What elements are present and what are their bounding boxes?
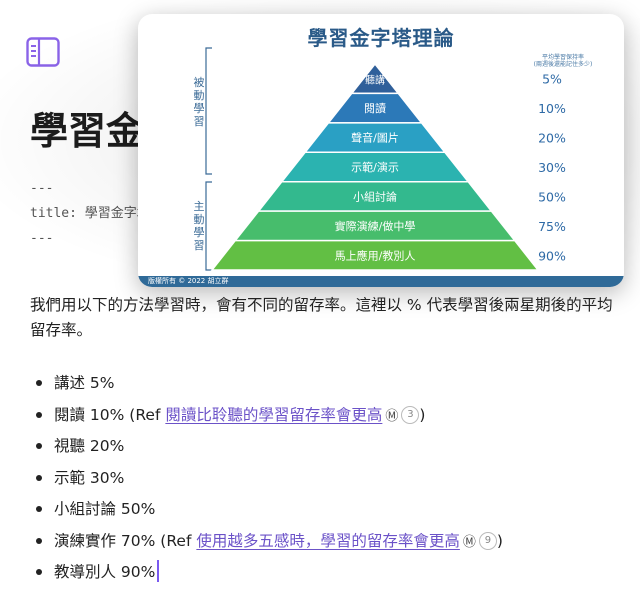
- retention-rate-label: 30%: [538, 160, 566, 175]
- bullet-dot: [36, 506, 42, 512]
- list-item-text: 視聽 20%: [54, 437, 125, 455]
- passive-learning-label: 被動學習: [193, 76, 205, 128]
- sidebar-toggle-button[interactable]: [26, 37, 60, 67]
- markdown-icon: Ⓜ: [462, 534, 476, 550]
- list-item-tail: ): [496, 531, 503, 550]
- sidebar-icon: [26, 37, 60, 67]
- bullet-dot: [36, 474, 42, 481]
- pyramid-level: [210, 239, 540, 271]
- list-item-text: 演練實作 70% (Ref: [54, 531, 197, 550]
- frontmatter-line: ---: [30, 231, 54, 246]
- list-item[interactable]: 演練實作 70% (Ref 使用越多五感時，學習的留存率會更高 Ⓜ 9): [30, 527, 503, 559]
- retention-list: 講述 5% 閱讀 10% (Ref 閱讀比聆聽的學習留存率會更高 Ⓜ 3) 視聽 2…: [30, 369, 503, 590]
- bullet-dot: [36, 380, 42, 386]
- frontmatter-line: ---: [30, 181, 54, 196]
- retention-rate-label: 5%: [542, 72, 562, 87]
- pyramid-level-label: 小組討論: [353, 189, 397, 203]
- passive-bracket: [205, 47, 212, 175]
- pyramid-title: 學習金字塔理論: [307, 26, 455, 50]
- text-cursor: [157, 560, 160, 582]
- active-learning-label: 主動學習: [193, 200, 205, 252]
- list-item-text: 示範 30%: [54, 468, 125, 487]
- pyramid-level-label: 閱讀: [364, 101, 386, 115]
- active-bracket: [205, 181, 212, 271]
- pyramid-level-label: 實際演練/做中學: [335, 219, 416, 233]
- bullet-dot: [36, 569, 42, 575]
- list-item[interactable]: 視聽 20%: [30, 432, 503, 464]
- markdown-icon: Ⓜ: [385, 408, 399, 424]
- list-item[interactable]: 小組討論 50%: [30, 495, 503, 527]
- preview-footer-text: 版權所有 © 2022 胡立群: [148, 277, 229, 285]
- pyramid-level-label: 馬上應用/教別人: [335, 248, 416, 262]
- image-preview-popup[interactable]: 學習金字塔理論 聽講 5% 閱讀 10% 聲音/圖片 20% 示範/演示 30% 小組討論 50%…: [138, 14, 624, 287]
- list-item-text: 教導別人 90%: [54, 563, 156, 581]
- list-item-text: 講述 5%: [54, 374, 115, 392]
- pyramid-level-label: 聲音/圖片: [351, 131, 399, 145]
- bullet-dot: [36, 537, 42, 544]
- list-item[interactable]: 教導別人 90%: [30, 558, 503, 590]
- retention-rate-header: 平均學習保持率 (兩週後還能記住多少): [533, 54, 593, 68]
- pyramid-level-label: 示範/演示: [351, 160, 399, 174]
- list-item[interactable]: 講述 5%: [30, 369, 503, 401]
- list-item[interactable]: 閱讀 10% (Ref 閱讀比聆聽的學習留存率會更高 Ⓜ 3): [30, 401, 503, 433]
- list-item-tail: ): [419, 405, 426, 424]
- bullet-dot: [36, 443, 42, 449]
- retention-rate-label: 20%: [538, 131, 566, 146]
- preview-footer-bar: [138, 276, 624, 287]
- list-item-text: 小組討論 50%: [54, 500, 156, 518]
- list-item-text: 閱讀 10% (Ref: [54, 405, 166, 424]
- reference-link[interactable]: 使用越多五感時，學習的留存率會更高: [196, 531, 460, 550]
- backlink-count-badge[interactable]: 3: [401, 405, 420, 424]
- learning-pyramid: 聽講 5% 閱讀 10% 聲音/圖片 20% 示範/演示 30% 小組討論 50% 實際演練/做中學…: [205, 47, 566, 271]
- backlink-count-badge[interactable]: 9: [478, 531, 497, 550]
- retention-rate-label: 10%: [538, 101, 566, 116]
- retention-rate-label: 50%: [538, 189, 566, 204]
- list-item[interactable]: 示範 30%: [30, 464, 503, 496]
- intro-paragraph: 我們用以下的方法學習時，會有不同的留存率。這裡以 % 代表學習後兩星期後的平均留…: [30, 296, 613, 339]
- bullet-dot: [36, 411, 42, 418]
- pyramid-level-label: 聽講: [365, 74, 385, 87]
- retention-rate-label: 75%: [538, 219, 566, 234]
- reference-link[interactable]: 閱讀比聆聽的學習留存率會更高: [165, 405, 383, 424]
- retention-rate-label: 90%: [538, 248, 566, 263]
